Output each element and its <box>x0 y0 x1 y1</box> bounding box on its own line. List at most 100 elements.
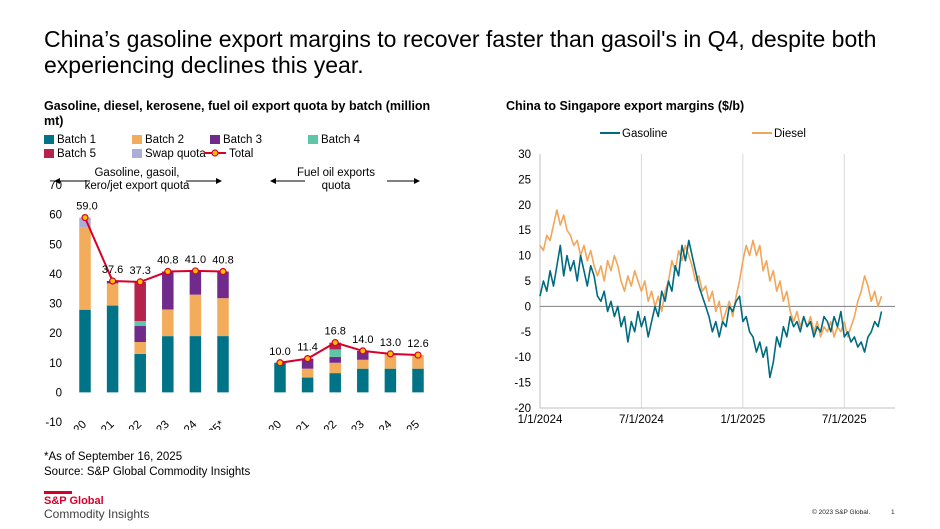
annotation-arrowhead-right <box>414 178 420 184</box>
source-note: Source: S&P Global Commodity Insights <box>44 466 251 478</box>
y-tick-label: 20 <box>49 328 62 340</box>
bar-segment <box>189 294 202 337</box>
bar-segment <box>189 270 202 295</box>
bar-segment <box>384 353 397 369</box>
line-marks <box>539 209 883 379</box>
line-chart-title: China to Singapore export margins ($/b) <box>506 99 745 113</box>
y-tick-label: -20 <box>514 403 531 415</box>
bar-segment <box>189 336 202 393</box>
y-tick-label: -10 <box>45 417 62 429</box>
series-line-diesel <box>539 209 883 338</box>
page-title: China’s gasoline export margins to recov… <box>44 26 877 78</box>
x-tick-label: 2025* <box>197 418 227 430</box>
bar-segment <box>134 342 146 354</box>
total-value-label: 13.0 <box>380 337 401 349</box>
legend-label-gasoline: Gasoline <box>622 128 667 140</box>
x-tick-label: 1/1/2024 <box>518 414 563 426</box>
group-annotation-label: quota <box>322 180 351 192</box>
bar-segment <box>301 368 314 378</box>
legend-label-6: Swap quota <box>145 148 206 160</box>
x-tick-label: 7/1/2025 <box>822 414 867 426</box>
bar-segment <box>162 271 174 310</box>
bar-segment <box>79 309 91 393</box>
copyright-text: © 2023 S&P Global. <box>812 509 871 516</box>
legend-label-5: Batch 5 <box>57 148 96 160</box>
bar-segment <box>329 349 341 357</box>
y-tick-label: 40 <box>49 269 62 281</box>
bar-segment <box>134 326 146 343</box>
group-annotation-label: Fuel oil exports <box>297 167 375 179</box>
bar-segment <box>301 377 314 393</box>
bar-segment <box>357 359 369 369</box>
y-tick-label: 15 <box>518 225 531 237</box>
legend-swatch-2 <box>132 135 142 144</box>
legend-total-marker <box>211 149 219 157</box>
legend-swatch-6 <box>132 149 142 158</box>
logo-subline: Commodity Insights <box>44 507 150 521</box>
y-tick-label: 0 <box>56 387 62 399</box>
total-marker <box>331 339 339 347</box>
bar-segment <box>217 298 229 337</box>
bar-segment <box>134 353 146 393</box>
total-marker <box>136 278 144 286</box>
group-annotation-label: Gasoline, gasoil, <box>94 167 179 179</box>
bar-segment <box>329 362 341 374</box>
x-tick-label: 2023 <box>145 419 172 430</box>
legend-label-3: Batch 3 <box>223 134 262 146</box>
total-marker <box>359 347 367 355</box>
total-value-label: 11.4 <box>297 342 318 354</box>
total-marker <box>164 267 172 276</box>
annotation-arrowhead-right <box>216 178 222 184</box>
total-value-label: 37.3 <box>129 265 150 277</box>
y-tick-label: 5 <box>525 276 531 288</box>
bar-segment <box>79 227 91 310</box>
y-tick-label: 25 <box>518 174 531 186</box>
line-legend: Gasoline Diesel <box>600 128 806 140</box>
bar-segment <box>357 368 369 393</box>
x-tick-label: 2023 <box>340 419 367 430</box>
total-line <box>84 217 224 283</box>
x-tick-label: 2025 <box>396 419 423 430</box>
bar-segment <box>162 336 174 393</box>
logo-accent-bar <box>44 491 72 494</box>
legend-label-4: Batch 4 <box>321 134 361 146</box>
bar-segment <box>217 271 229 299</box>
total-value-label: 16.8 <box>324 326 345 338</box>
total-line <box>279 341 419 364</box>
y-tick-label: 0 <box>525 301 531 313</box>
bar-segment <box>412 355 424 369</box>
y-tick-label: 30 <box>518 149 531 161</box>
x-tick-label: 2024 <box>368 418 395 430</box>
total-value-label: 14.0 <box>352 334 373 346</box>
total-marker <box>386 350 394 358</box>
group-annotation-label: kero/jet export quota <box>85 180 190 192</box>
total-value-label: 40.8 <box>157 255 178 267</box>
legend-swatch-5 <box>44 149 54 158</box>
legend-label-diesel: Diesel <box>774 128 806 140</box>
x-tick-label: 1/1/2025 <box>720 414 765 426</box>
bar-segment <box>79 217 91 228</box>
x-tick-label: 2020 <box>258 419 285 430</box>
bar-segment <box>274 362 286 393</box>
bar-axes: -100102030405060702020202120222023202420… <box>45 180 422 430</box>
bar-legend: Batch 1 Batch 2 Batch 3 Batch 4 Batch 5 Swap … <box>44 134 361 160</box>
bar-segment <box>301 358 314 369</box>
legend-swatch-4 <box>308 135 318 144</box>
bar-segment <box>134 320 146 327</box>
bar-annotations: Gasoline, gasoil,kero/jet export quota Fu… <box>54 167 420 192</box>
bar-segment <box>384 368 397 393</box>
bar-segment <box>217 336 229 393</box>
x-tick-label: 7/1/2024 <box>619 414 664 426</box>
bar-chart-title: Gasoline, diesel, kerosene, fuel oil exp… <box>44 99 431 128</box>
y-tick-label: -10 <box>514 352 531 364</box>
footnote: *As of September 16, 2025 <box>44 451 183 463</box>
bar-marks: 59.0 37.6 37.3 40.8 41.0 40.8 10.0 11.4 16.8 14.0… <box>76 201 429 393</box>
total-marker <box>304 355 312 363</box>
bar-segment <box>106 305 119 393</box>
total-value-label: 37.6 <box>102 264 123 276</box>
bar-segment <box>329 373 341 393</box>
bar-chart: Batch 1 Batch 2 Batch 3 Batch 4 Batch 5 Swap … <box>44 134 429 430</box>
total-marker <box>414 351 422 359</box>
series-line-gasoline <box>539 239 883 379</box>
x-tick-label: 2021 <box>90 419 117 430</box>
